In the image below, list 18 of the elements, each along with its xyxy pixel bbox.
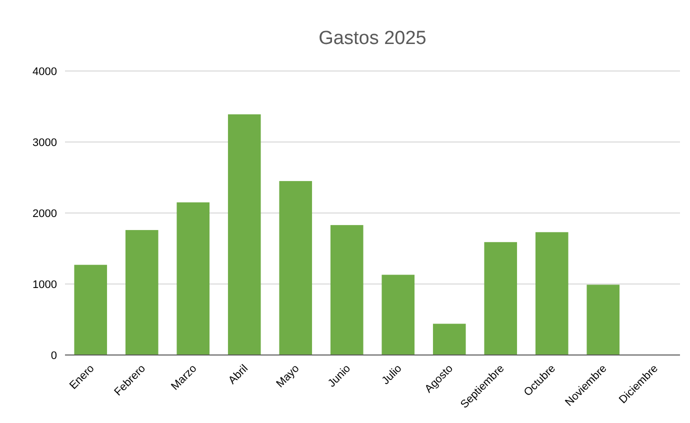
x-tick-label: Julio: [380, 362, 404, 388]
bar: [586, 284, 620, 355]
bar: [228, 114, 261, 355]
chart-title: Gastos 2025: [318, 28, 426, 49]
y-tick-label: 2000: [32, 208, 57, 220]
bar: [279, 181, 312, 355]
bar: [176, 202, 210, 355]
y-tick-label: 4000: [32, 66, 57, 78]
bar: [330, 225, 364, 355]
y-tick-label: 0: [50, 350, 57, 362]
bar: [382, 274, 415, 355]
bar: [125, 230, 158, 355]
y-tick-label: 1000: [32, 278, 57, 291]
bar: [432, 324, 466, 355]
y-tick-label: 3000: [32, 136, 57, 149]
bar: [535, 232, 568, 355]
bar: [484, 242, 518, 355]
bar: [74, 264, 108, 355]
